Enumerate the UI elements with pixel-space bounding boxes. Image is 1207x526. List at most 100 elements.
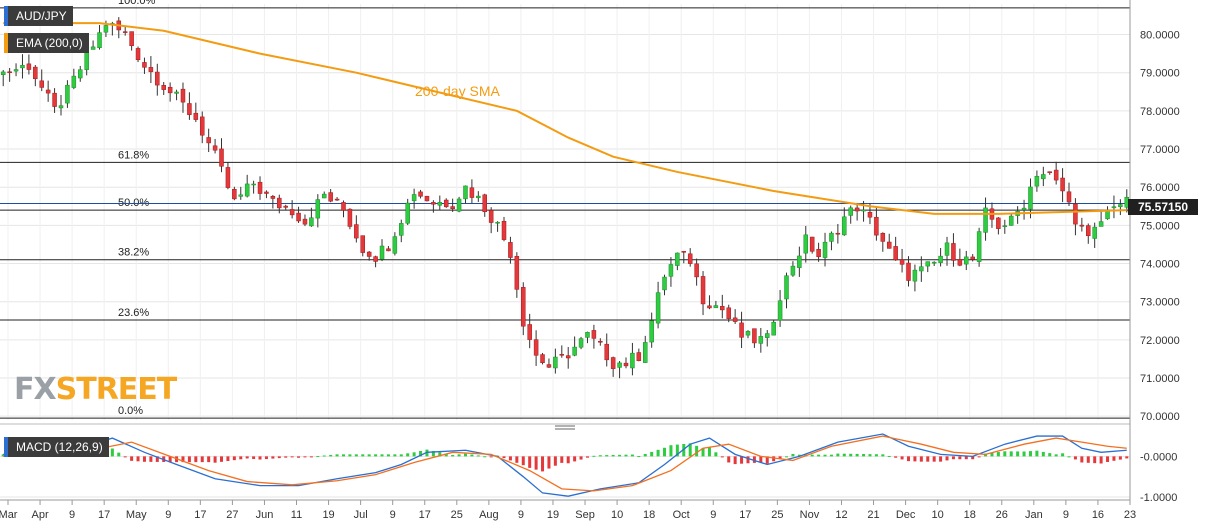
candle-down (1066, 191, 1072, 203)
candle-up (1118, 204, 1123, 208)
macd-y-tick: -1.0000 (1140, 492, 1177, 504)
histogram-bar-down (964, 456, 968, 460)
histogram-bar-up (874, 454, 878, 457)
histogram-bar-up (1028, 451, 1032, 457)
candle-up (71, 75, 77, 88)
histogram-bar-down (155, 456, 159, 462)
candle-down (26, 63, 32, 70)
candle-up (964, 256, 969, 265)
histogram-bar-down (958, 456, 962, 460)
histogram-bar-up (611, 454, 615, 457)
candle-up (944, 242, 950, 256)
candle-up (649, 320, 654, 343)
pair-tag[interactable]: AUD/JPY (4, 6, 73, 26)
candle-down (540, 354, 545, 363)
x-tick-label: 18 (643, 509, 655, 521)
histogram-bar-up (1, 454, 5, 457)
fib-level-label: 23.6% (118, 307, 149, 319)
x-tick-label: 19 (322, 509, 334, 521)
candle-down (360, 235, 366, 253)
candle-up (713, 305, 719, 309)
histogram-bar-up (823, 454, 827, 457)
candle-down (720, 305, 725, 311)
histogram-bar-down (303, 456, 307, 458)
histogram-bar-up (605, 455, 609, 457)
histogram-bar-down (142, 456, 146, 462)
fib-level-label: 0.0% (118, 405, 143, 417)
histogram-bar-down (168, 456, 172, 463)
histogram-bar-down (733, 456, 737, 465)
candle-up (476, 195, 481, 199)
histogram-bar-up (810, 454, 814, 457)
histogram-bar-up (855, 453, 859, 457)
histogram-bar-up (1009, 451, 1013, 457)
candle-down (270, 196, 276, 199)
candle-down (347, 208, 353, 227)
macd-tag[interactable]: MACD (12,26,9) (4, 437, 109, 457)
candle-up (912, 269, 918, 282)
candle-down (874, 216, 879, 236)
candle-down (1073, 203, 1078, 225)
candle-down (1047, 171, 1052, 173)
histogram-bar-up (650, 451, 654, 457)
candle-up (784, 275, 789, 300)
candle-up (1111, 206, 1117, 209)
price-y-tick: 71.0000 (1140, 373, 1180, 385)
candle-down (886, 241, 892, 249)
histogram-bar-up (361, 454, 365, 457)
candle-down (33, 66, 38, 80)
histogram-bar-down (894, 456, 898, 458)
candle-up (848, 207, 853, 216)
histogram-bar-down (919, 456, 923, 462)
candle-up (662, 276, 667, 291)
histogram-bar-up (406, 453, 410, 457)
candle-up (315, 199, 321, 219)
candle-up (392, 236, 398, 254)
candle-down (559, 354, 565, 356)
histogram-bar-down (534, 456, 538, 470)
histogram-bar-down (1093, 456, 1097, 464)
x-tick-label: Mar (0, 509, 18, 521)
candle-up (0, 71, 6, 75)
candle-up (822, 241, 828, 258)
histogram-bar-up (701, 448, 705, 457)
histogram-bar-up (335, 454, 339, 457)
candle-down (739, 322, 744, 338)
histogram-bar-down (547, 456, 551, 469)
candle-up (630, 352, 635, 369)
candle-up (90, 46, 96, 50)
price-y-tick: 70.0000 (1140, 411, 1180, 423)
ema-tag[interactable]: EMA (200,0) (4, 33, 89, 53)
x-tick-label: Aug (479, 509, 499, 521)
histogram-bar-up (386, 454, 390, 457)
histogram-bar-up (630, 454, 634, 457)
candle-down (219, 148, 224, 167)
candle-down (598, 341, 603, 343)
candle-up (1092, 226, 1097, 239)
histogram-bar-up (438, 452, 442, 457)
candle-down (302, 218, 308, 225)
candle-down (161, 85, 166, 90)
candle-up (925, 261, 931, 267)
x-tick-label: 25 (771, 509, 783, 521)
histogram-bar-down (746, 456, 750, 464)
x-tick-label: 17 (739, 509, 751, 521)
histogram-bar-down (232, 456, 236, 461)
candle-down (809, 236, 815, 252)
price-y-tick: 80.0000 (1140, 30, 1180, 42)
candle-up (572, 346, 577, 356)
price-y-tick: 75.0000 (1140, 220, 1180, 232)
histogram-bar-down (932, 456, 936, 462)
candle-down (225, 167, 231, 188)
candle-down (264, 191, 269, 194)
candle-down (180, 88, 186, 103)
candle-up (931, 261, 937, 264)
histogram-bar-down (220, 456, 224, 462)
candle-down (167, 86, 173, 94)
histogram-bar-down (489, 456, 493, 458)
histogram-bar-up (1048, 453, 1052, 457)
x-tick-label: Jan (1025, 509, 1043, 521)
candle-down (334, 198, 340, 201)
candle-up (20, 65, 25, 69)
